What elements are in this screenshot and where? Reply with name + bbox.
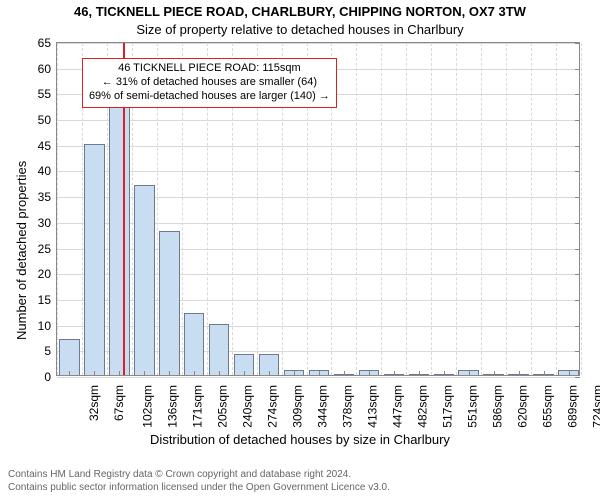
annotation-line: ← 31% of detached houses are smaller (64… bbox=[89, 76, 330, 90]
footer: Contains HM Land Registry data © Crown c… bbox=[8, 469, 390, 494]
y-tick-label: 5 bbox=[44, 344, 57, 358]
x-tick-label: 413sqm bbox=[365, 385, 379, 428]
gridline bbox=[581, 43, 582, 375]
gridline bbox=[431, 43, 432, 375]
page-title: 46, TICKNELL PIECE ROAD, CHARLBURY, CHIP… bbox=[0, 4, 600, 19]
x-tick-label: 344sqm bbox=[315, 385, 329, 428]
x-tick-label: 67sqm bbox=[112, 385, 126, 421]
y-tick-label: 45 bbox=[38, 139, 57, 153]
gridline bbox=[506, 43, 507, 375]
gridline bbox=[57, 43, 579, 44]
y-tick-label: 55 bbox=[38, 87, 57, 101]
footer-line-2: Contains public sector information licen… bbox=[8, 482, 390, 495]
gridline bbox=[57, 377, 579, 378]
x-tick-label: 274sqm bbox=[265, 385, 279, 428]
histogram-bar bbox=[109, 92, 129, 375]
plot-area: 0510152025303540455055606532sqm67sqm102s… bbox=[56, 42, 580, 376]
x-tick-label: 724sqm bbox=[590, 385, 600, 428]
gridline bbox=[57, 171, 579, 172]
x-tick-label: 102sqm bbox=[141, 385, 155, 428]
histogram-bar bbox=[184, 313, 204, 375]
y-tick-label: 35 bbox=[38, 190, 57, 204]
x-tick-label: 620sqm bbox=[515, 385, 529, 428]
x-tick-label: 447sqm bbox=[390, 385, 404, 428]
x-tick-label: 32sqm bbox=[87, 385, 101, 421]
x-tick-label: 240sqm bbox=[241, 385, 255, 428]
gridline bbox=[57, 146, 579, 147]
gridline bbox=[406, 43, 407, 375]
y-tick-label: 50 bbox=[38, 113, 57, 127]
histogram-bar bbox=[134, 185, 154, 375]
histogram-bar bbox=[159, 231, 179, 375]
y-tick-label: 40 bbox=[38, 164, 57, 178]
x-tick-label: 205sqm bbox=[216, 385, 230, 428]
histogram-bar bbox=[59, 339, 79, 375]
x-tick-label: 655sqm bbox=[540, 385, 554, 428]
gridline bbox=[57, 120, 579, 121]
x-axis-label: Distribution of detached houses by size … bbox=[0, 432, 600, 447]
x-tick-label: 689sqm bbox=[565, 385, 579, 428]
y-tick-label: 25 bbox=[38, 242, 57, 256]
y-tick-label: 65 bbox=[38, 36, 57, 50]
y-tick-label: 15 bbox=[38, 293, 57, 307]
gridline bbox=[356, 43, 357, 375]
y-tick-label: 10 bbox=[38, 319, 57, 333]
annotation-box: 46 TICKNELL PIECE ROAD: 115sqm← 31% of d… bbox=[82, 58, 337, 107]
x-tick-label: 586sqm bbox=[490, 385, 504, 428]
y-axis-label: Number of detached properties bbox=[14, 161, 29, 340]
page-subtitle: Size of property relative to detached ho… bbox=[0, 22, 600, 37]
x-tick-label: 482sqm bbox=[415, 385, 429, 428]
gridline bbox=[456, 43, 457, 375]
x-tick-label: 378sqm bbox=[340, 385, 354, 428]
annotation-line: 46 TICKNELL PIECE ROAD: 115sqm bbox=[89, 62, 330, 76]
y-tick-label: 60 bbox=[38, 62, 57, 76]
gridline bbox=[381, 43, 382, 375]
chart-area: 0510152025303540455055606532sqm67sqm102s… bbox=[56, 42, 580, 376]
x-tick-label: 517sqm bbox=[440, 385, 454, 428]
annotation-line: 69% of semi-detached houses are larger (… bbox=[89, 90, 330, 104]
y-tick-label: 20 bbox=[38, 267, 57, 281]
x-tick-label: 551sqm bbox=[465, 385, 479, 428]
x-tick-label: 309sqm bbox=[290, 385, 304, 428]
gridline bbox=[556, 43, 557, 375]
gridline bbox=[531, 43, 532, 375]
gridline bbox=[57, 43, 58, 375]
gridline bbox=[481, 43, 482, 375]
x-tick-label: 136sqm bbox=[166, 385, 180, 428]
histogram-bar bbox=[209, 324, 229, 375]
x-tick-label: 171sqm bbox=[191, 385, 205, 428]
y-tick-label: 0 bbox=[44, 370, 57, 384]
y-tick-label: 30 bbox=[38, 216, 57, 230]
footer-line-1: Contains HM Land Registry data © Crown c… bbox=[8, 469, 390, 482]
histogram-bar bbox=[84, 144, 104, 375]
